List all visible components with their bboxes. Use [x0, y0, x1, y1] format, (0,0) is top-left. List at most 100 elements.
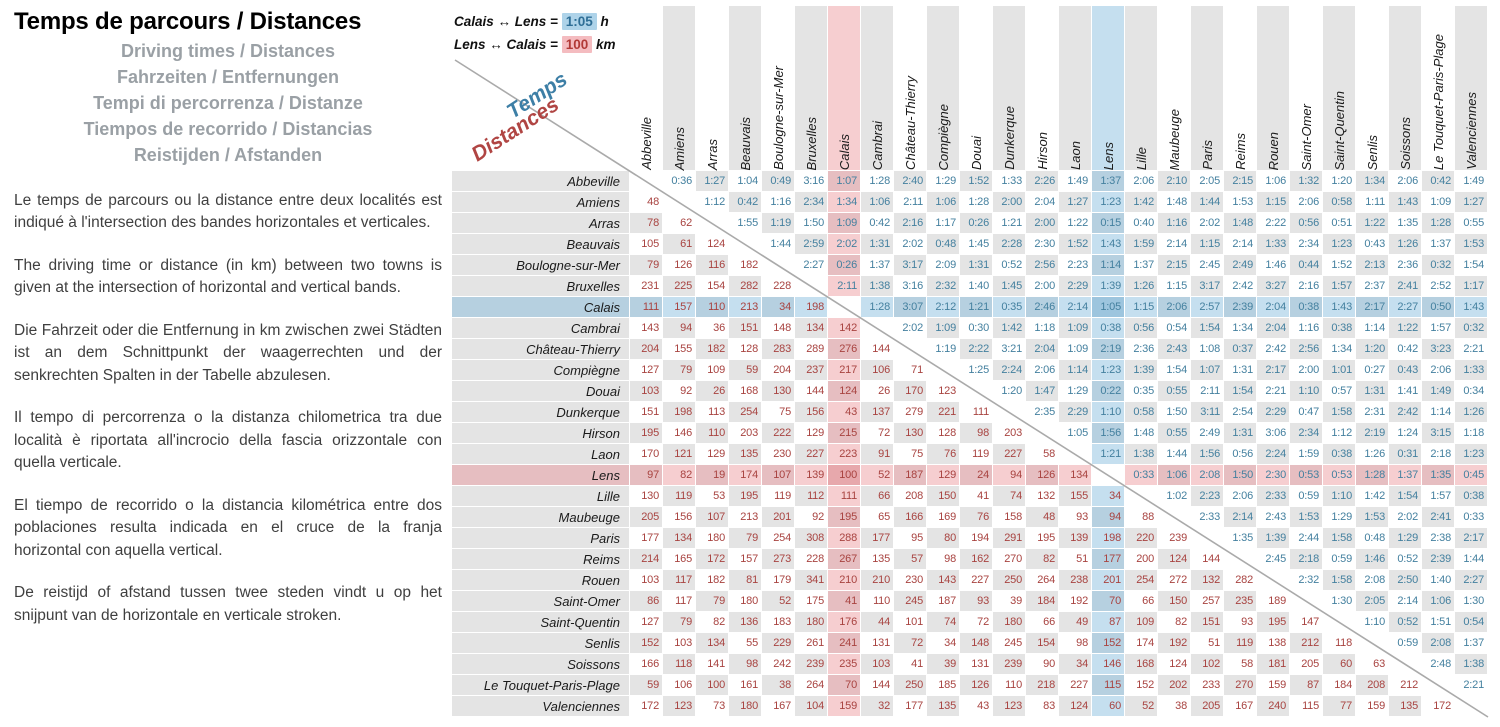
matrix-cell: 1:10 [1323, 486, 1356, 507]
matrix-cell: 239 [1158, 528, 1191, 549]
matrix-cell: 88 [1125, 507, 1158, 528]
matrix-cell [1257, 570, 1290, 591]
matrix-cell: 57 [894, 549, 927, 570]
matrix-cell: 0:58 [1323, 192, 1356, 213]
matrix-cell: 202 [1158, 675, 1191, 696]
matrix-cell: 174 [1125, 633, 1158, 654]
matrix-cell: 213 [729, 297, 762, 318]
matrix-cell: 166 [894, 507, 927, 528]
matrix-cell: 2:45 [1257, 549, 1290, 570]
matrix-cell: 166 [630, 654, 663, 675]
matrix-cell: 58 [1224, 654, 1257, 675]
column-header-beauvais: Beauvais [729, 6, 762, 171]
matrix-cell: 1:54 [1224, 381, 1257, 402]
matrix-cell: 1:26 [1455, 402, 1488, 423]
matrix-cell [1290, 591, 1323, 612]
matrix-cell: 0:55 [1158, 423, 1191, 444]
matrix-cell: 167 [762, 696, 795, 717]
matrix-cell: 308 [795, 528, 828, 549]
matrix-cell: 1:07 [828, 171, 861, 192]
matrix-cell: 1:45 [993, 276, 1026, 297]
matrix-cell: 1:39 [1125, 360, 1158, 381]
legend-distance-pre: Lens ↔ Calais = [454, 37, 558, 52]
matrix-cell: 2:35 [1026, 402, 1059, 423]
matrix-cell: 91 [861, 444, 894, 465]
matrix-cell: 102 [1191, 654, 1224, 675]
matrix-cell: 1:15 [1158, 276, 1191, 297]
matrix-cell: 2:15 [1224, 171, 1257, 192]
matrix-cell: 118 [663, 654, 696, 675]
column-header-label: Bruxelles [803, 116, 819, 170]
matrix-cell: 2:44 [1290, 528, 1323, 549]
matrix-cell: 124 [1158, 654, 1191, 675]
column-header-label: Hirson [1034, 132, 1050, 170]
matrix-cell: 3:23 [1422, 339, 1455, 360]
matrix-cell: 150 [1158, 591, 1191, 612]
matrix-cell: 0:35 [993, 297, 1026, 318]
legend: Calais ↔ Lens = 1:05 h Lens ↔ Calais = 1… [454, 13, 616, 60]
matrix-cell: 2:02 [894, 234, 927, 255]
matrix-cell: 83 [1026, 696, 1059, 717]
matrix-cell: 2:29 [1059, 276, 1092, 297]
matrix-cell: 76 [960, 507, 993, 528]
row-label-dunkerque: Dunkerque [452, 402, 630, 423]
column-header-dunkerque: Dunkerque [993, 6, 1026, 171]
row-label-hirson: Hirson [452, 423, 630, 444]
matrix-cell: 1:44 [1158, 444, 1191, 465]
matrix-cell: 180 [729, 591, 762, 612]
matrix-cell: 157 [729, 549, 762, 570]
column-header-label: Maubeuge [1166, 108, 1182, 170]
row-label-valenciennes: Valenciennes [452, 696, 630, 717]
matrix-cell: 2:16 [894, 213, 927, 234]
matrix-cell: 159 [1257, 675, 1290, 696]
matrix-cell: 121 [663, 444, 696, 465]
matrix-cell: 135 [927, 696, 960, 717]
matrix-cell: 1:27 [1455, 192, 1488, 213]
matrix-cell: 0:59 [1290, 486, 1323, 507]
matrix-cell: 126 [960, 675, 993, 696]
column-header-lens: Lens [1092, 6, 1125, 171]
column-header-hirson: Hirson [1026, 6, 1059, 171]
column-header-rouen: Rouen [1257, 6, 1290, 171]
matrix-cell: 51 [1059, 549, 1092, 570]
matrix-cell: 93 [960, 591, 993, 612]
matrix-cell: 168 [729, 381, 762, 402]
matrix-cell: 220 [1125, 528, 1158, 549]
matrix-cell: 2:22 [960, 339, 993, 360]
matrix-cell: 2:09 [927, 255, 960, 276]
matrix-cell: 1:23 [1323, 234, 1356, 255]
matrix-cell: 34 [1059, 654, 1092, 675]
matrix-cell: 2:34 [795, 192, 828, 213]
matrix-cell: 59 [630, 675, 663, 696]
matrix-cell: 257 [1191, 591, 1224, 612]
matrix-cell: 1:34 [1356, 171, 1389, 192]
matrix-cell: 117 [663, 591, 696, 612]
matrix-cell: 92 [663, 381, 696, 402]
column-header-boulogne-sur-mer: Boulogne-sur-Mer [762, 6, 795, 171]
matrix-cell: 79 [663, 360, 696, 381]
matrix-cell: 245 [894, 591, 927, 612]
column-header-arras: Arras [696, 6, 729, 171]
matrix-cell: 2:27 [1389, 297, 1422, 318]
matrix-cell: 0:57 [1323, 381, 1356, 402]
matrix-cell: 254 [762, 528, 795, 549]
matrix-cell: 55 [729, 633, 762, 654]
matrix-cell: 138 [1257, 633, 1290, 654]
matrix-cell: 1:39 [1092, 276, 1125, 297]
matrix-cell: 159 [828, 696, 861, 717]
matrix-cell: 184 [1323, 675, 1356, 696]
matrix-cell [993, 402, 1026, 423]
matrix-cell: 73 [696, 696, 729, 717]
matrix-cell: 1:52 [1323, 255, 1356, 276]
matrix-cell: 1:49 [1455, 171, 1488, 192]
matrix-cell: 2:00 [1026, 276, 1059, 297]
matrix-cell: 78 [630, 213, 663, 234]
matrix-cell: 49 [1059, 612, 1092, 633]
matrix-cell [762, 255, 795, 276]
matrix-cell: 0:33 [1125, 465, 1158, 486]
matrix-cell: 1:22 [1059, 213, 1092, 234]
matrix-cell: 0:44 [1290, 255, 1323, 276]
matrix-cell: 179 [762, 570, 795, 591]
matrix-cell: 66 [861, 486, 894, 507]
legend-distance-value: 100 [561, 36, 593, 53]
